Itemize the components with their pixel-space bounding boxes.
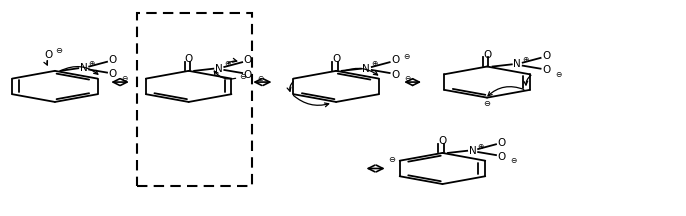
Text: ⊕: ⊕ — [371, 59, 378, 68]
Text: ⊖: ⊖ — [510, 156, 517, 165]
Text: ⊖: ⊖ — [121, 74, 128, 83]
Text: N: N — [80, 63, 88, 73]
Text: O: O — [44, 50, 52, 60]
Text: O: O — [185, 54, 193, 64]
Bar — [137, 13, 252, 186]
Text: O: O — [391, 70, 399, 80]
Text: O: O — [542, 51, 550, 61]
Text: ⊖: ⊖ — [555, 70, 562, 79]
Text: O: O — [438, 136, 447, 146]
Text: O: O — [332, 54, 340, 64]
Text: O: O — [244, 70, 252, 80]
Text: ⊖: ⊖ — [239, 72, 246, 81]
Text: O: O — [108, 55, 117, 65]
Text: N: N — [362, 64, 370, 74]
Text: O: O — [244, 56, 252, 65]
Text: O: O — [542, 65, 550, 75]
Text: ⊕: ⊕ — [88, 59, 95, 68]
Text: N: N — [513, 59, 521, 69]
Text: O: O — [108, 69, 117, 79]
Text: O: O — [391, 56, 399, 65]
Text: ⊖: ⊖ — [55, 46, 62, 55]
Text: O: O — [497, 138, 506, 148]
Text: ⊖: ⊖ — [484, 98, 490, 108]
Text: ⊖: ⊖ — [257, 74, 263, 83]
Text: O: O — [497, 152, 506, 162]
Text: N: N — [469, 146, 477, 156]
Text: ⊖: ⊖ — [404, 74, 411, 83]
Text: ⊕: ⊕ — [224, 59, 230, 68]
Text: O: O — [483, 50, 491, 60]
Text: ⊖: ⊖ — [403, 52, 410, 61]
Text: ⊕: ⊕ — [477, 141, 484, 151]
Text: ⊕: ⊕ — [522, 55, 529, 64]
Text: N: N — [215, 64, 223, 74]
Text: ⊖: ⊖ — [388, 155, 395, 164]
